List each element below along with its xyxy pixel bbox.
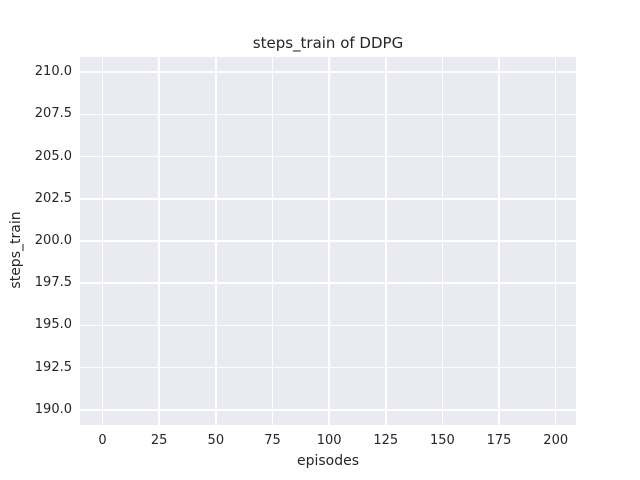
x-tick-label: 50 bbox=[207, 433, 225, 448]
x-tick-label: 125 bbox=[373, 433, 399, 448]
x-tick-label: 100 bbox=[316, 433, 342, 448]
y-tick-label: 205.0 bbox=[34, 148, 72, 164]
y-gridline bbox=[80, 155, 576, 158]
y-tick-label: 197.5 bbox=[34, 275, 72, 291]
x-gridline bbox=[441, 57, 444, 425]
y-tick-label: 190.0 bbox=[34, 401, 72, 417]
y-gridline bbox=[80, 366, 576, 369]
x-gridline bbox=[101, 57, 104, 425]
y-tick-label: 207.5 bbox=[34, 106, 72, 122]
x-gridline bbox=[158, 57, 160, 425]
x-tick-label: 175 bbox=[486, 433, 512, 448]
y-tick-label: 192.5 bbox=[34, 359, 72, 375]
x-gridline bbox=[215, 57, 217, 425]
y-gridline bbox=[80, 71, 576, 73]
y-tick-label: 202.5 bbox=[34, 190, 72, 206]
y-gridline bbox=[80, 324, 576, 327]
x-tick-label: 25 bbox=[150, 433, 168, 448]
x-axis-label: episodes bbox=[296, 453, 360, 469]
x-tick-label: 150 bbox=[430, 433, 455, 448]
y-tick-label: 210.0 bbox=[34, 64, 72, 80]
x-gridline bbox=[498, 57, 500, 425]
x-tick-label: 0 bbox=[98, 433, 107, 448]
x-gridline bbox=[385, 57, 387, 425]
y-gridline bbox=[80, 113, 576, 116]
x-gridline bbox=[328, 57, 330, 425]
y-gridline bbox=[80, 198, 576, 200]
chart-title: steps_train of DDPG bbox=[252, 34, 404, 52]
y-gridline bbox=[80, 240, 576, 242]
x-gridline bbox=[554, 57, 557, 425]
x-tick-label: 75 bbox=[264, 433, 281, 448]
x-tick-label: 200 bbox=[543, 433, 569, 448]
plot-area bbox=[80, 57, 576, 425]
y-gridline bbox=[80, 282, 576, 284]
y-gridline bbox=[80, 409, 576, 411]
y-tick-label: 195.0 bbox=[34, 317, 72, 333]
y-tick-label: 200.0 bbox=[34, 233, 72, 248]
x-gridline bbox=[271, 57, 274, 425]
